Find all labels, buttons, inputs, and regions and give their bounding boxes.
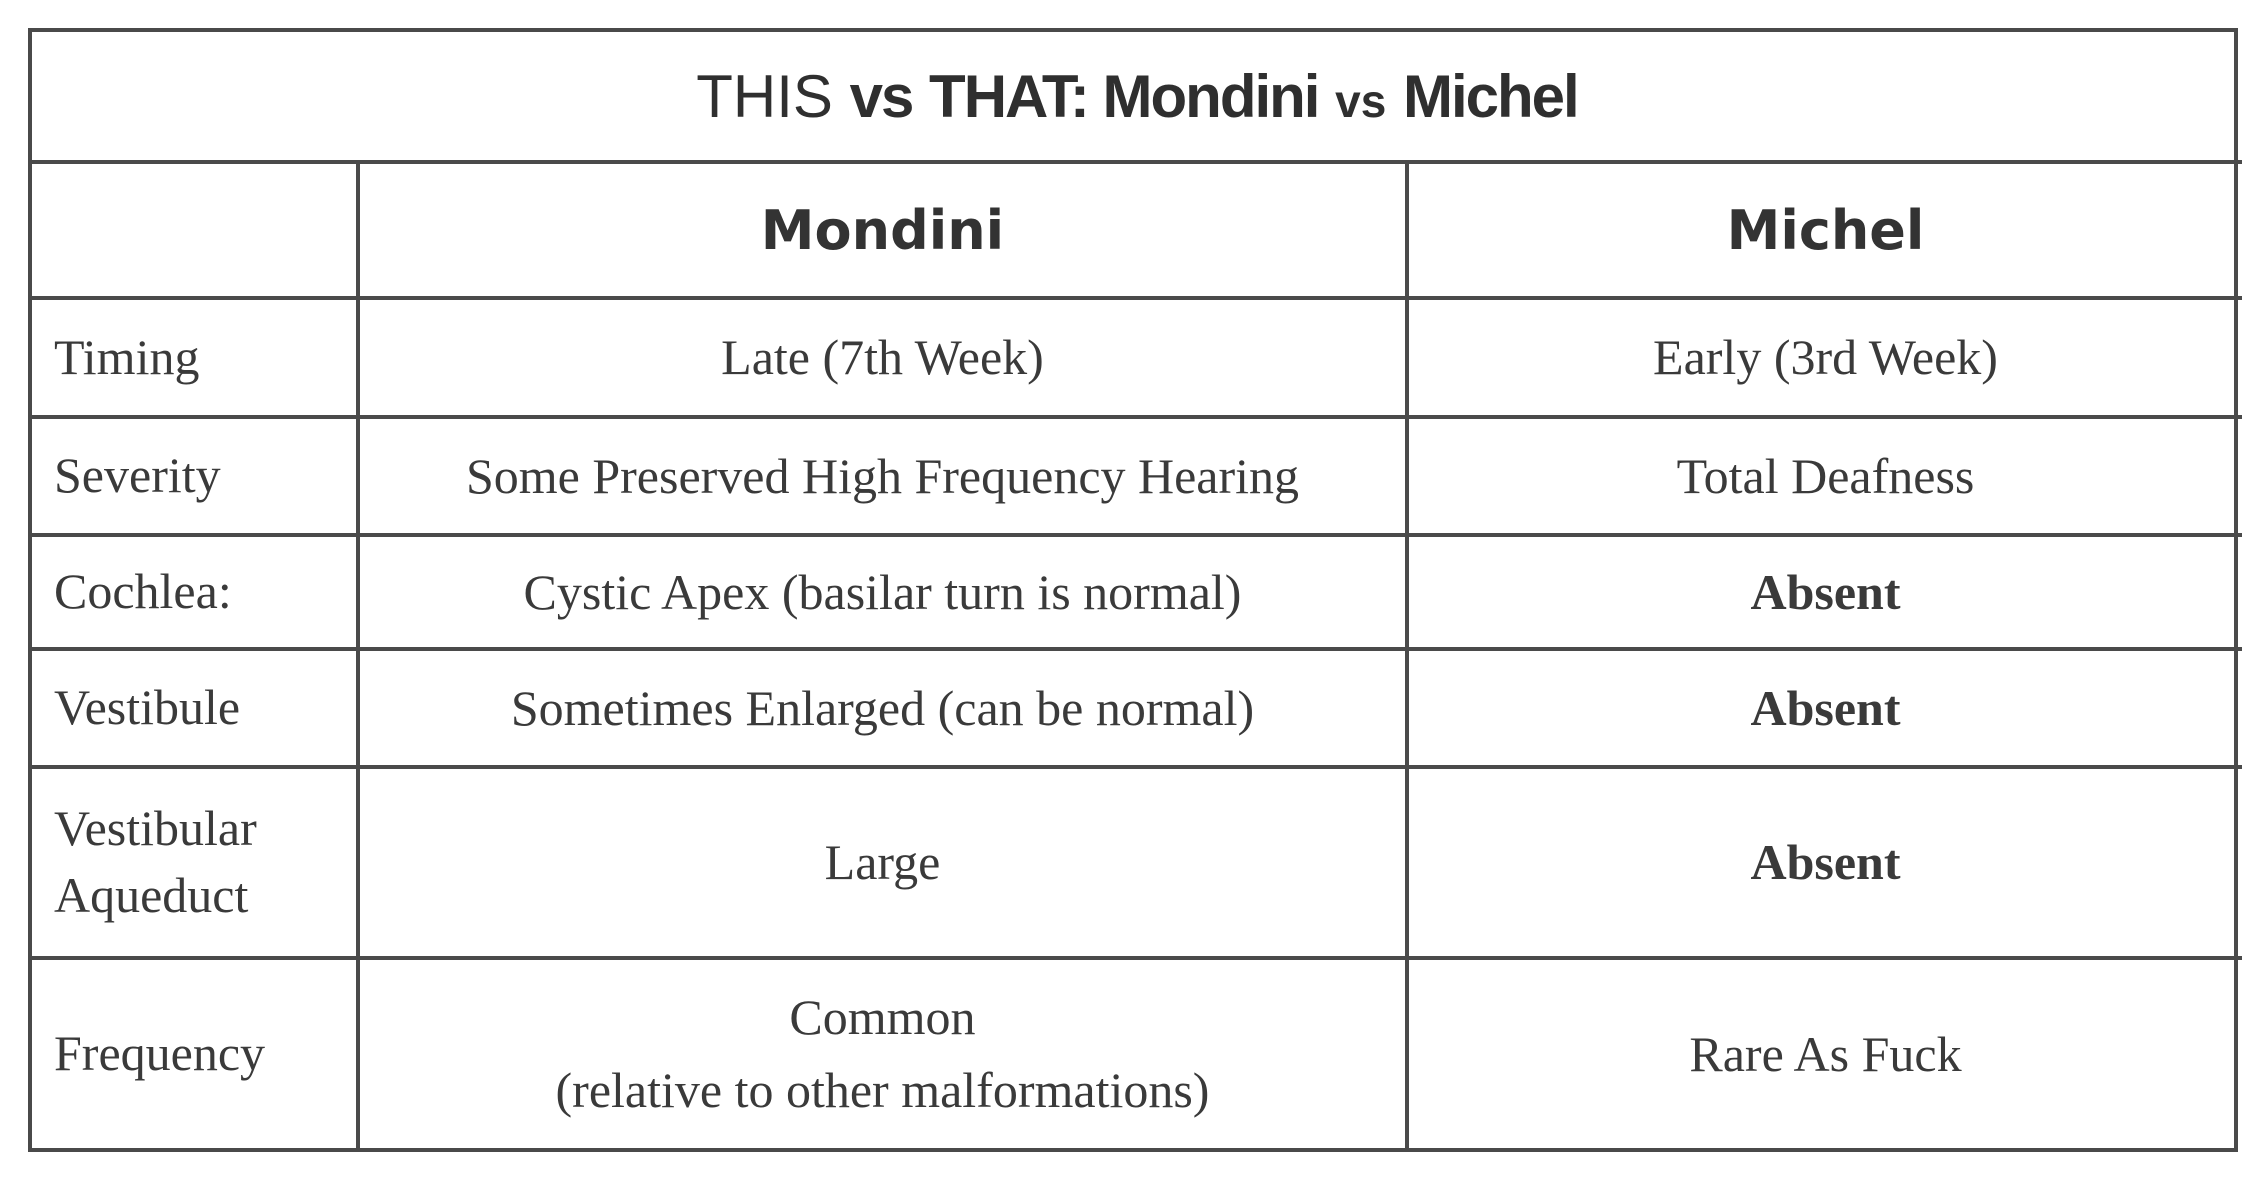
column-header-mondini: Mondini <box>356 160 1409 301</box>
row-label-timing: Timing <box>32 296 360 419</box>
cell-mondini-cochlea: Cystic Apex (basilar turn is normal) <box>356 532 1409 652</box>
cell-line-1: Common <box>789 989 976 1046</box>
table-row: Vestibule Sometimes Enlarged (can be nor… <box>32 647 2242 770</box>
row-label-line-1: Vestibular <box>54 799 257 856</box>
row-label-frequency: Frequency <box>32 955 360 1148</box>
cell-line-2: (relative to other malformations) <box>555 1061 1210 1118</box>
cell-michel-vestibule: Absent <box>1405 647 2242 770</box>
row-label-cochlea: Cochlea: <box>32 532 360 652</box>
cell-michel-cochlea: Absent <box>1405 532 2242 652</box>
title-row: THIS vs THAT: Mondini vs Michel <box>32 32 2242 165</box>
table-row: Timing Late (7th Week) Early (3rd Week) <box>32 296 2242 419</box>
table-row: Vestibular Aqueduct Large Absent <box>32 765 2242 960</box>
cell-mondini-aqueduct: Large <box>356 765 1409 960</box>
comparison-table-frame: THIS vs THAT: Mondini vs Michel Mondini … <box>28 28 2242 1152</box>
row-label-vestibule: Vestibule <box>32 647 360 770</box>
comparison-table: THIS vs THAT: Mondini vs Michel Mondini … <box>32 32 2242 1148</box>
table-title: THIS vs THAT: Mondini vs Michel <box>32 32 2242 165</box>
row-label-vestibular-aqueduct: Vestibular Aqueduct <box>32 765 360 960</box>
cell-mondini-timing: Late (7th Week) <box>356 296 1409 419</box>
cell-mondini-vestibule: Sometimes Enlarged (can be normal) <box>356 647 1409 770</box>
table-row: Cochlea: Cystic Apex (basilar turn is no… <box>32 532 2242 652</box>
column-header-empty <box>32 160 360 301</box>
cell-mondini-severity: Some Preserved High Frequency Hearing <box>356 414 1409 537</box>
row-label-severity: Severity <box>32 414 360 537</box>
title-vs-1: vs <box>849 62 915 130</box>
cell-michel-aqueduct: Absent <box>1405 765 2242 960</box>
title-that-mondini: THAT: Mondini <box>929 62 1320 130</box>
column-header-michel: Michel <box>1405 160 2242 301</box>
title-this: THIS <box>696 62 833 130</box>
table-row: Frequency Common (relative to other malf… <box>32 955 2242 1148</box>
column-header-row: Mondini Michel <box>32 160 2242 301</box>
cell-michel-frequency: Rare As Fuck <box>1405 955 2242 1148</box>
cell-michel-timing: Early (3rd Week) <box>1405 296 2242 419</box>
table-row: Severity Some Preserved High Frequency H… <box>32 414 2242 537</box>
row-label-line-2: Aqueduct <box>54 867 249 924</box>
cell-michel-severity: Total Deafness <box>1405 414 2242 537</box>
cell-mondini-frequency: Common (relative to other malformations) <box>356 955 1409 1148</box>
title-michel: Michel <box>1403 62 1580 130</box>
title-vs-2: vs <box>1335 74 1387 127</box>
